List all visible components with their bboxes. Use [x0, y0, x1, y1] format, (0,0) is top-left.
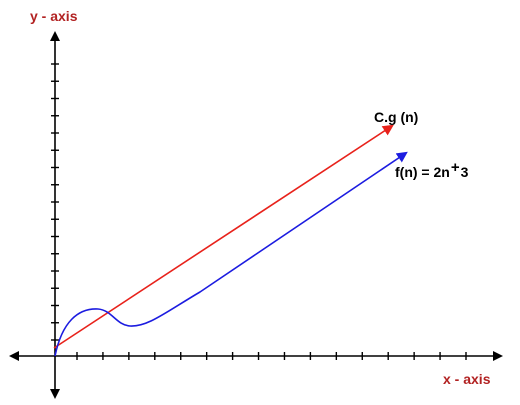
y-axis-ticks: [51, 63, 59, 341]
cg-line: [53, 124, 394, 349]
x-axis-title: x - axis: [443, 371, 491, 387]
x-axis-ticks: [76, 352, 467, 360]
fn-curve: [54, 151, 408, 357]
cg-label: C.g (n): [374, 109, 418, 125]
y-axis-title: y - axis: [30, 8, 78, 24]
fn-label-const: 3: [461, 164, 469, 180]
fn-label-text: f(n) = 2n: [395, 164, 450, 180]
fn-label-plus: +: [451, 159, 460, 176]
fn-label: f(n) = 2n+3: [395, 159, 469, 180]
